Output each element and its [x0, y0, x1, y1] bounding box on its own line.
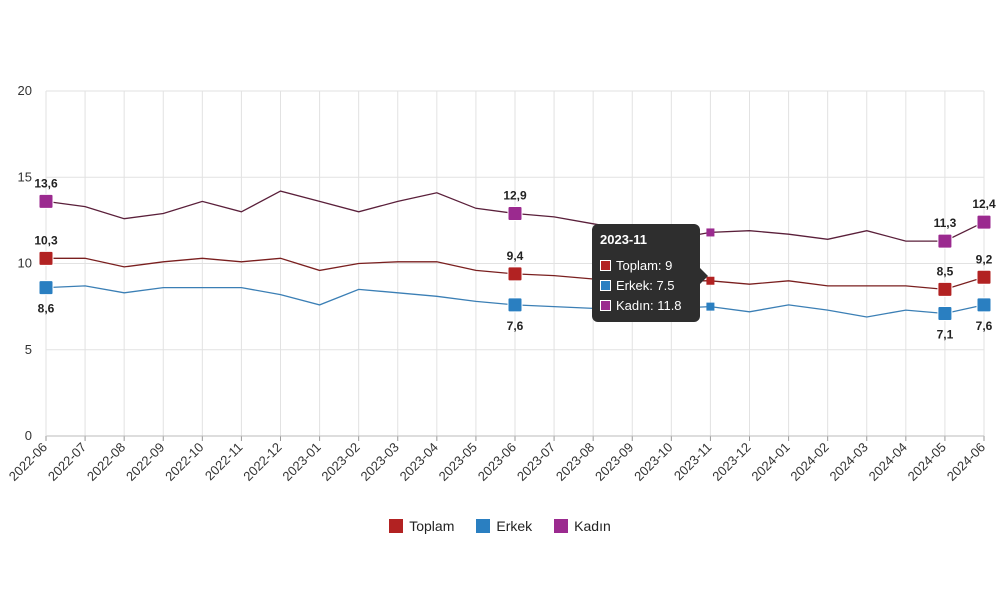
y-tick-label: 10	[18, 256, 32, 271]
tooltip-swatch-kadin	[600, 300, 611, 311]
chart-tooltip: 2023-11 Toplam: 9 Erkek: 7.5 Kadın: 11.8	[592, 224, 708, 322]
tooltip-text-kadin: Kadın: 11.8	[616, 298, 682, 313]
legend-label-erkek: Erkek	[496, 518, 533, 534]
data-label-kadin: 12,4	[972, 197, 996, 211]
data-point-toplam	[976, 269, 992, 285]
data-point-erkek	[706, 302, 715, 311]
x-tick-label: 2023-12	[709, 440, 753, 484]
data-label-erkek: 7,6	[507, 319, 524, 333]
x-tick-label: 2023-07	[514, 440, 558, 484]
tooltip-swatch-toplam	[600, 260, 611, 271]
data-label-toplam: 9,2	[976, 252, 993, 266]
legend-item-kadin[interactable]: Kadın	[554, 518, 611, 534]
x-tick-label: 2024-05	[905, 440, 949, 484]
legend-swatch-kadin	[554, 519, 569, 533]
data-label-kadin: 12,9	[503, 188, 527, 202]
data-point-toplam	[706, 276, 715, 285]
x-tick-label: 2023-11	[671, 440, 715, 484]
data-point-erkek	[507, 297, 523, 313]
y-tick-label: 20	[18, 83, 32, 98]
x-tick-label: 2023-04	[397, 440, 441, 484]
x-tick-label: 2022-08	[84, 440, 128, 484]
tooltip-swatch-erkek	[600, 280, 611, 291]
legend-swatch-toplam	[389, 519, 404, 533]
y-tick-label: 5	[25, 342, 32, 357]
chart-legend: Toplam Erkek Kadın	[0, 518, 1000, 534]
tooltip-title: 2023-11	[600, 232, 647, 247]
data-label-toplam: 9,4	[507, 249, 524, 263]
x-tick-label: 2023-09	[592, 440, 636, 484]
data-point-erkek	[937, 306, 953, 322]
x-tick-label: 2024-03	[827, 440, 871, 484]
data-label-erkek: 7,1	[937, 328, 954, 342]
data-point-kadin	[976, 214, 992, 230]
data-point-kadin	[706, 228, 715, 237]
data-point-toplam	[507, 266, 523, 282]
data-point-toplam	[38, 250, 54, 266]
line-chart: 051015202022-062022-072022-082022-092022…	[6, 83, 996, 484]
y-tick-label: 0	[25, 428, 32, 443]
data-point-erkek	[38, 280, 54, 296]
x-tick-label: 2023-01	[279, 440, 323, 484]
legend-label-kadin: Kadın	[574, 518, 611, 534]
data-point-kadin	[507, 205, 523, 221]
x-tick-label: 2022-07	[45, 440, 89, 484]
x-tick-label: 2024-01	[748, 440, 792, 484]
legend-item-erkek[interactable]: Erkek	[476, 518, 532, 534]
x-tick-label: 2024-06	[944, 440, 988, 484]
x-tick-label: 2022-06	[6, 440, 50, 484]
x-tick-label: 2022-10	[162, 440, 206, 484]
data-point-kadin	[937, 233, 953, 249]
data-label-erkek: 7,6	[976, 319, 993, 333]
tooltip-row-toplam: Toplam: 9	[600, 258, 672, 273]
x-tick-label: 2022-11	[202, 440, 246, 484]
y-tick-label: 15	[18, 169, 32, 184]
x-tick-label: 2022-09	[123, 440, 167, 484]
x-tick-label: 2023-05	[436, 440, 480, 484]
x-tick-label: 2023-06	[475, 440, 519, 484]
data-label-kadin: 13,6	[34, 176, 58, 190]
data-point-erkek	[976, 297, 992, 313]
tooltip-text-erkek: Erkek: 7.5	[616, 278, 675, 293]
tooltip-row-kadin: Kadın: 11.8	[600, 298, 682, 313]
data-label-erkek: 8,6	[38, 302, 55, 316]
x-tick-label: 2023-02	[318, 440, 362, 484]
data-point-kadin	[38, 193, 54, 209]
tooltip-row-erkek: Erkek: 7.5	[600, 278, 675, 293]
x-tick-label: 2022-12	[240, 440, 284, 484]
data-point-toplam	[937, 281, 953, 297]
x-tick-label: 2024-04	[866, 440, 910, 484]
data-label-kadin: 11,3	[934, 216, 957, 230]
x-tick-label: 2023-03	[358, 440, 402, 484]
legend-swatch-erkek	[476, 519, 491, 533]
x-tick-label: 2024-02	[787, 440, 831, 484]
data-label-toplam: 8,5	[937, 264, 954, 278]
legend-item-toplam[interactable]: Toplam	[389, 518, 454, 534]
data-label-toplam: 10,3	[34, 233, 58, 247]
tooltip-text-toplam: Toplam: 9	[616, 258, 673, 273]
legend-label-toplam: Toplam	[409, 518, 455, 534]
x-tick-label: 2023-08	[553, 440, 597, 484]
x-tick-label: 2023-10	[631, 440, 675, 484]
